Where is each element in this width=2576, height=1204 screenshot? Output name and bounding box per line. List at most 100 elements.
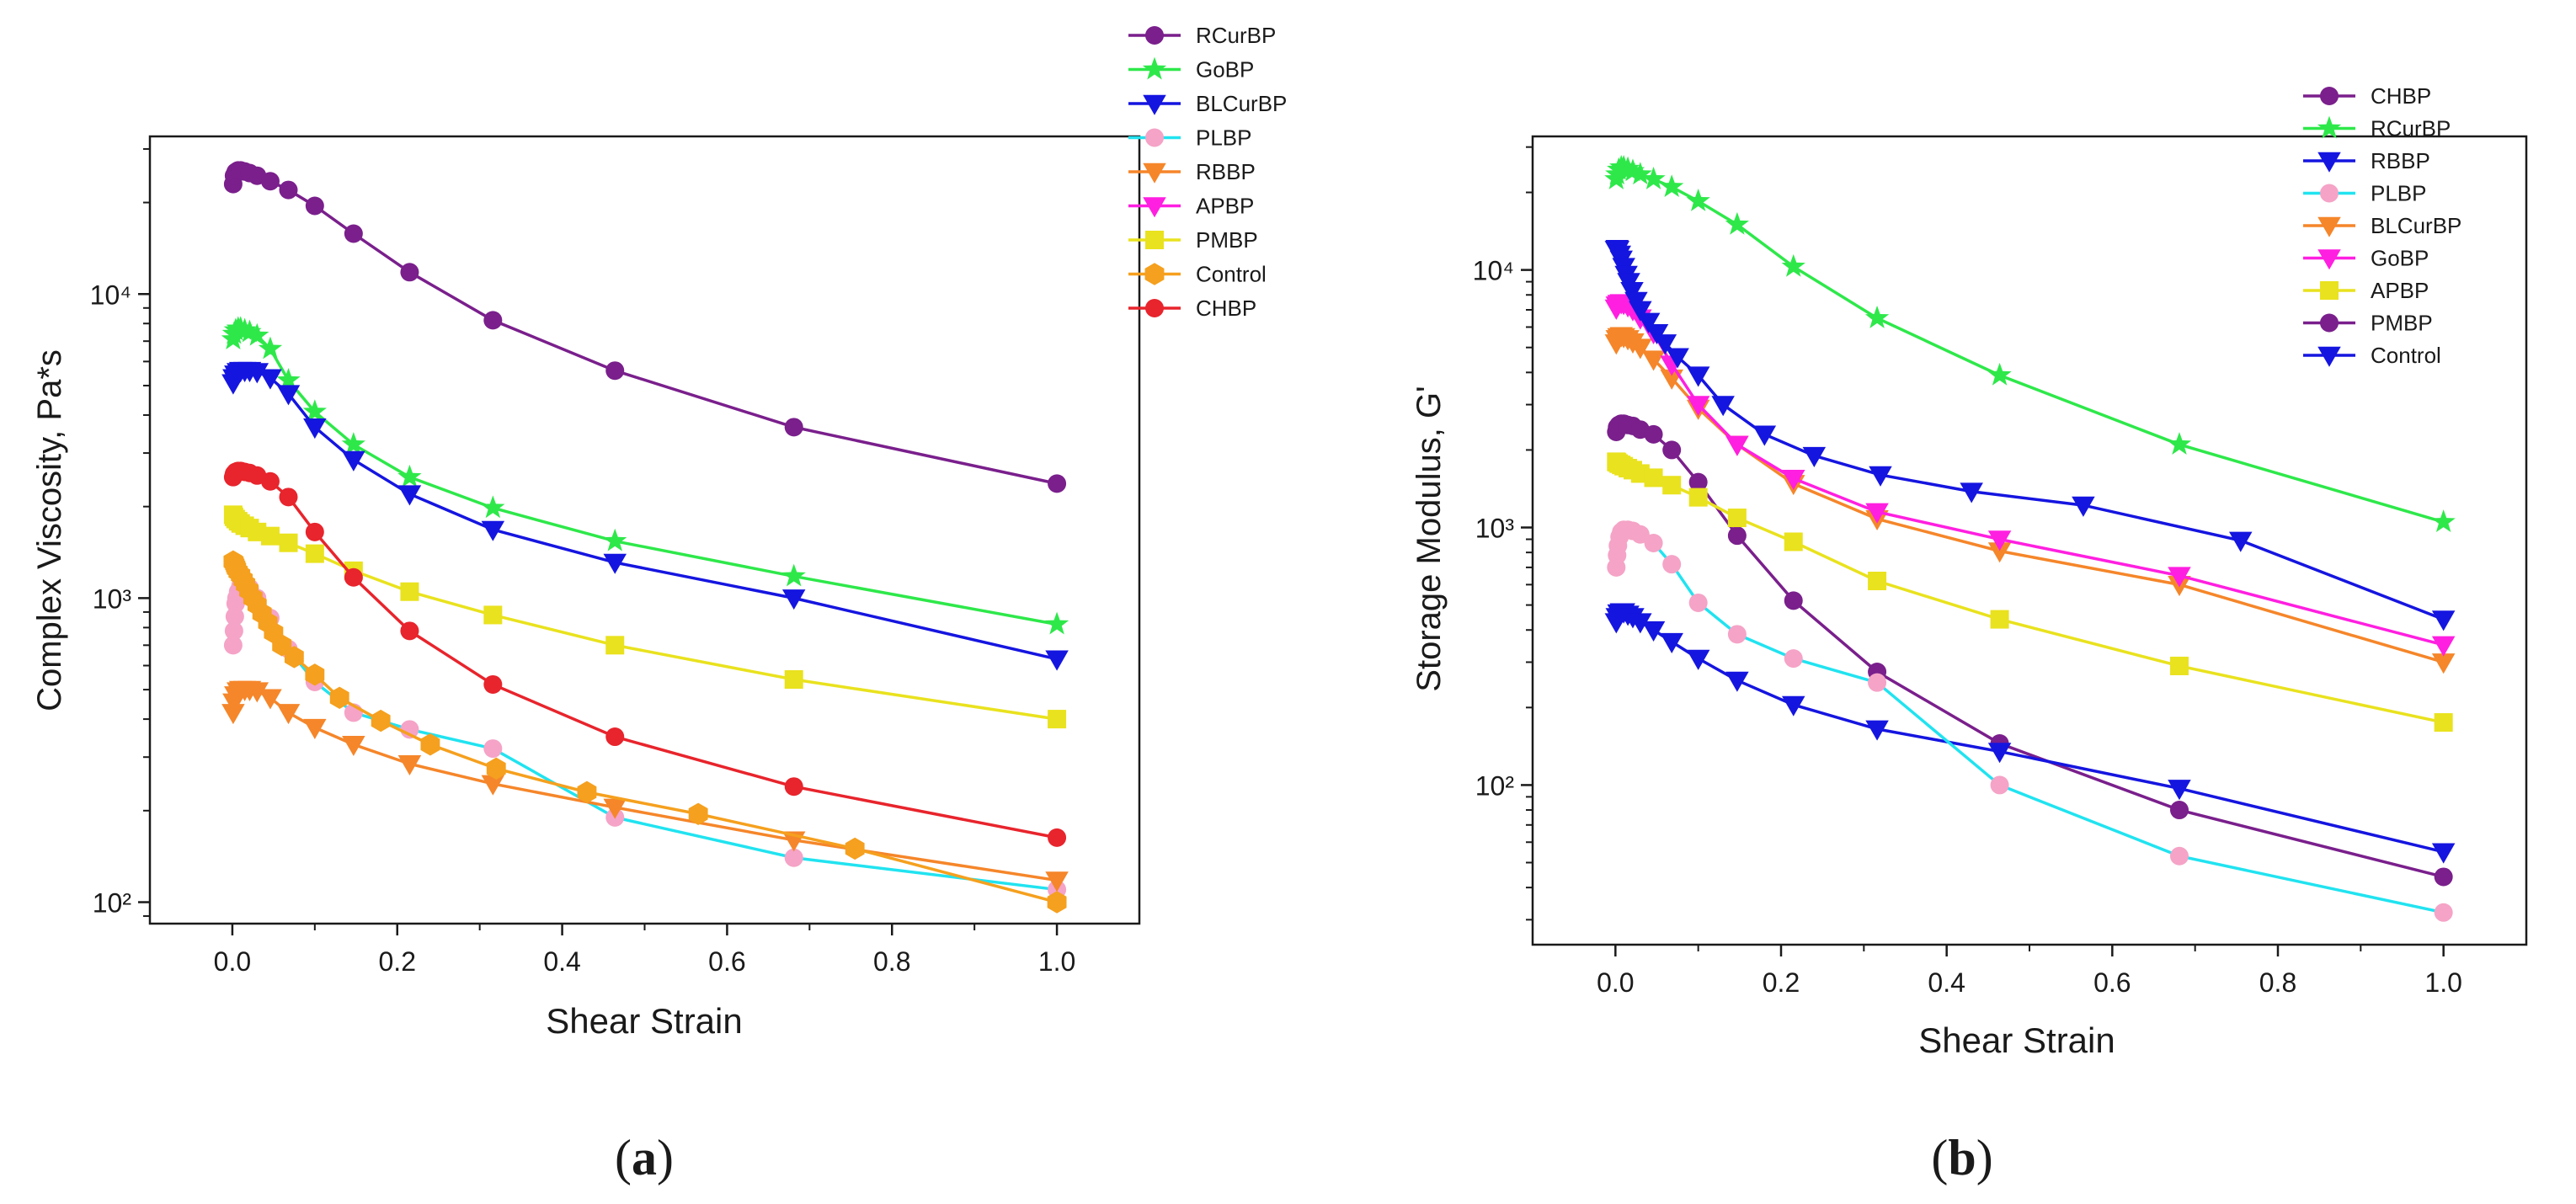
data-point xyxy=(1781,253,1805,277)
data-point xyxy=(245,322,269,346)
x-tick-label: 0.4 xyxy=(543,946,580,977)
data-point xyxy=(605,361,625,381)
data-point xyxy=(397,485,422,506)
x-tick-label: 0.0 xyxy=(214,946,251,977)
data-point xyxy=(784,418,803,437)
data-point xyxy=(1662,555,1682,574)
legend-marker xyxy=(2320,313,2339,333)
data-point xyxy=(344,567,363,587)
data-point xyxy=(224,621,243,641)
series-RCurBP xyxy=(223,161,1067,493)
data-point xyxy=(1960,482,1983,503)
legend-label: PMBP xyxy=(1196,227,1258,253)
legend-label: CHBP xyxy=(1196,296,1256,321)
data-point xyxy=(2431,610,2456,631)
data-point xyxy=(1868,673,1887,692)
data-point xyxy=(279,487,298,507)
data-point xyxy=(305,196,324,216)
x-tick-label: 0.2 xyxy=(1763,967,1800,998)
data-point xyxy=(481,775,505,796)
data-point xyxy=(1653,334,1677,355)
data-point xyxy=(1784,591,1803,610)
legend-marker xyxy=(1145,128,1164,147)
tick-group: 0.0 0.2 0.4 0.6 0.8 1.0 10² 10³ 10⁴ xyxy=(90,147,1075,977)
legend-label: BLCurBP xyxy=(1196,91,1287,116)
data-point xyxy=(1784,532,1803,551)
y-tick-label: 10³ xyxy=(1475,514,1515,544)
data-point xyxy=(420,733,440,756)
legend-marker xyxy=(2317,249,2341,270)
data-point xyxy=(605,636,625,655)
panel-letter: a xyxy=(632,1130,657,1185)
legend-marker xyxy=(1145,26,1164,45)
data-point xyxy=(1630,525,1650,544)
series-CHBP xyxy=(1607,414,2453,887)
legend-label: PLBP xyxy=(1196,125,1252,151)
legend-item: RCurBP xyxy=(2303,116,2451,141)
data-point xyxy=(1686,396,1710,417)
legend: RCurBP GoBP BLCurBP PLBP RBBP APBP PMBP Control… xyxy=(1128,23,1287,321)
data-point xyxy=(342,450,365,471)
y-axis-label: Storage Modulus, G' xyxy=(1411,386,1448,691)
data-point xyxy=(483,311,503,330)
x-axis-label: Shear Strain xyxy=(546,1001,742,1041)
data-point xyxy=(2431,509,2456,533)
data-point xyxy=(577,780,597,804)
legend-marker xyxy=(2320,184,2339,203)
legend-item: CHBP xyxy=(2303,83,2431,109)
data-point xyxy=(1628,162,1652,185)
data-point xyxy=(1725,211,1750,235)
legend-item: PMBP xyxy=(2303,311,2433,336)
y-tick-label: 10² xyxy=(93,888,132,919)
data-point xyxy=(1865,720,1889,741)
data-point xyxy=(279,533,298,552)
data-point xyxy=(1044,611,1069,635)
legend-label: GoBP xyxy=(2371,246,2429,271)
data-point xyxy=(1620,158,1645,182)
legend-marker xyxy=(1145,231,1164,249)
data-point xyxy=(483,674,503,694)
data-point xyxy=(1644,424,1663,444)
data-point xyxy=(1645,323,1669,345)
data-point xyxy=(2072,496,2095,517)
data-point xyxy=(245,682,269,703)
chart-panel-b: 0.0 0.2 0.4 0.6 0.8 1.0 10² 10³ 10⁴ CHBP RCurBP RB… xyxy=(1411,83,2528,1185)
data-point xyxy=(603,528,627,551)
y-tick-label: 10² xyxy=(1475,770,1515,801)
data-point xyxy=(1782,695,1805,717)
data-point xyxy=(2434,713,2453,733)
y-axis-label: Complex Viscosity, Pa*s xyxy=(31,349,68,711)
data-point xyxy=(1865,503,1889,524)
data-point xyxy=(845,837,865,860)
data-point xyxy=(2229,531,2253,552)
data-point xyxy=(486,757,506,780)
data-point xyxy=(342,735,365,757)
legend-marker xyxy=(2317,346,2341,367)
data-point xyxy=(400,263,419,282)
data-point xyxy=(1048,828,1067,847)
series-CHBP xyxy=(223,461,1067,847)
legend-marker xyxy=(1143,197,1166,218)
panel-letter: b xyxy=(1948,1130,1976,1185)
data-point xyxy=(1727,526,1747,546)
data-point xyxy=(1869,466,1892,487)
legend-item: PLBP xyxy=(1128,125,1252,151)
data-point xyxy=(1045,650,1069,671)
data-point xyxy=(1688,472,1708,492)
data-point xyxy=(1686,366,1710,387)
legend-item: Control xyxy=(2303,343,2441,368)
data-point xyxy=(259,689,282,710)
series-Control xyxy=(1604,239,2456,631)
data-point xyxy=(259,369,282,390)
data-point xyxy=(1987,743,2012,764)
data-point xyxy=(603,553,627,574)
series-BLCurBP xyxy=(221,361,1069,671)
data-point xyxy=(1725,435,1749,456)
x-tick-label: 0.0 xyxy=(1597,967,1634,998)
data-point xyxy=(344,224,363,243)
data-point xyxy=(400,582,419,601)
data-point xyxy=(2434,867,2453,887)
data-point xyxy=(1864,305,1890,328)
series-PLBP xyxy=(1607,520,2453,922)
